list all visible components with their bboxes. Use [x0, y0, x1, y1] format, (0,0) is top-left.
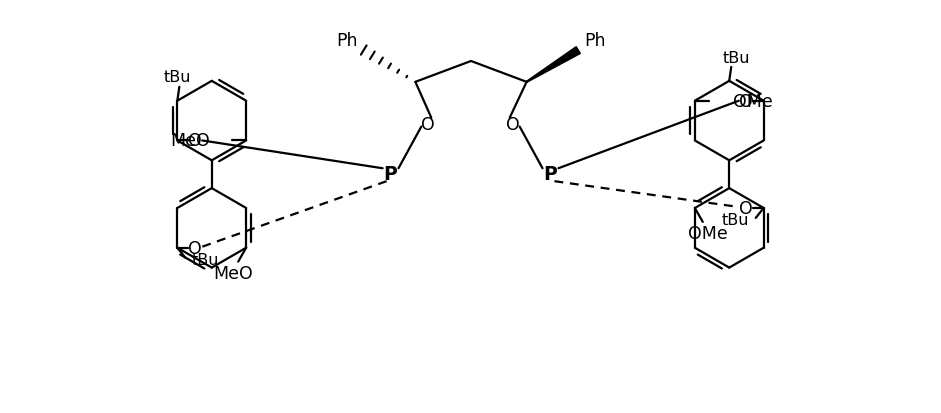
Text: MeO: MeO — [214, 264, 253, 282]
Text: tBu: tBu — [191, 252, 219, 268]
Text: OMe: OMe — [688, 224, 727, 242]
Text: MeO: MeO — [170, 132, 211, 150]
Text: OMe: OMe — [733, 93, 773, 110]
Text: tBu: tBu — [722, 213, 750, 228]
Text: tBu: tBu — [164, 70, 191, 85]
Text: O: O — [188, 132, 202, 150]
Text: tBu: tBu — [723, 50, 750, 65]
Polygon shape — [526, 47, 581, 83]
Text: P: P — [384, 164, 397, 183]
Text: Ph: Ph — [584, 32, 606, 50]
Text: O: O — [506, 115, 519, 133]
Text: O: O — [739, 93, 753, 110]
Text: O: O — [422, 115, 435, 133]
Text: P: P — [544, 164, 557, 183]
Text: Ph: Ph — [336, 32, 358, 50]
Text: O: O — [188, 239, 202, 257]
Text: O: O — [739, 199, 753, 218]
